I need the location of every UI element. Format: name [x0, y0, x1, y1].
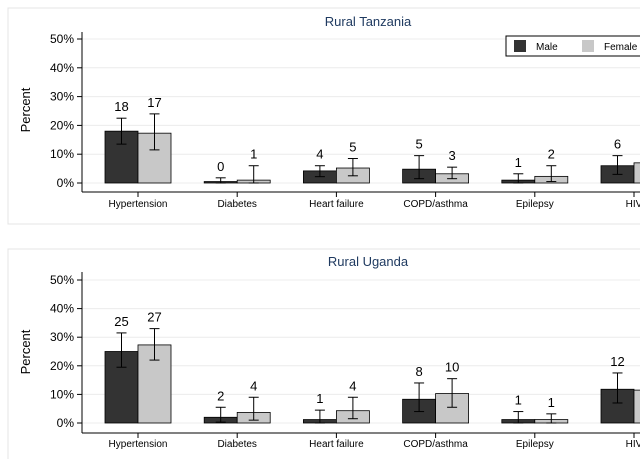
- data-label-female-diabetes: 1: [250, 147, 257, 162]
- y-axis-label: Percent: [18, 87, 33, 132]
- data-label-male-copd-asthma: 5: [415, 137, 422, 152]
- data-label-female-copd-asthma: 10: [445, 360, 459, 375]
- x-tick-label: COPD/asthma: [403, 439, 468, 450]
- x-tick-label: HIV: [626, 199, 640, 210]
- data-label-male-diabetes: 2: [217, 388, 224, 403]
- data-label-male-heart-failure: 4: [316, 147, 323, 162]
- y-tick-label: 50%: [50, 273, 74, 287]
- y-tick-label: 40%: [50, 61, 74, 75]
- data-label-male-hiv: 6: [614, 137, 621, 152]
- x-tick-label: Hypertension: [109, 439, 168, 450]
- x-tick-label: Diabetes: [217, 439, 256, 450]
- data-label-male-epilepsy: 1: [515, 393, 522, 408]
- data-label-male-heart-failure: 1: [316, 391, 323, 406]
- y-tick-label: 20%: [50, 359, 74, 373]
- y-tick-label: 0%: [57, 176, 75, 190]
- data-label-female-copd-asthma: 3: [448, 148, 455, 163]
- y-tick-label: 10%: [50, 387, 74, 401]
- y-axis-label: Percent: [18, 329, 33, 374]
- y-tick-label: 50%: [50, 32, 74, 46]
- y-tick-label: 40%: [50, 302, 74, 316]
- y-tick-label: 10%: [50, 147, 74, 161]
- x-tick-label: Epilepsy: [516, 439, 554, 450]
- legend-box: [505, 35, 640, 57]
- data-label-female-hypertension: 17: [147, 95, 161, 110]
- chart-title: Rural Uganda: [328, 254, 409, 269]
- x-tick-label: Hypertension: [109, 199, 168, 210]
- data-label-female-epilepsy: 2: [548, 147, 555, 162]
- data-label-male-hypertension: 25: [114, 314, 128, 329]
- bar-male-hypertension: [104, 130, 139, 184]
- chart-title: Rural Tanzania: [325, 14, 412, 29]
- data-label-female-heart-failure: 4: [349, 378, 356, 393]
- y-tick-label: 0%: [57, 416, 75, 430]
- bar-female-hiv: [633, 389, 640, 424]
- data-label-male-epilepsy: 1: [515, 155, 522, 170]
- x-tick-label: Heart failure: [309, 439, 364, 450]
- x-tick-label: Heart failure: [309, 199, 364, 210]
- y-tick-label: 30%: [50, 90, 74, 104]
- legend: Male Female: [505, 35, 640, 57]
- data-label-female-epilepsy: 1: [548, 395, 555, 410]
- y-tick-label: 30%: [50, 330, 74, 344]
- data-label-male-copd-asthma: 8: [415, 364, 422, 379]
- x-tick-label: HIV: [626, 439, 640, 450]
- x-tick-label: Diabetes: [217, 199, 256, 210]
- bar-female-hiv: [633, 162, 640, 184]
- legend-swatch-male: [514, 40, 526, 52]
- data-label-male-diabetes: 0: [217, 159, 224, 174]
- data-label-male-hiv: 12: [610, 354, 624, 369]
- x-tick-label: Epilepsy: [516, 199, 554, 210]
- data-label-female-heart-failure: 5: [349, 140, 356, 155]
- legend-swatch-female: [582, 40, 594, 52]
- legend-label-female: Female: [604, 42, 638, 53]
- panel-rural-tanzania: Rural Tanzania Percent 0% 10% 20% 30% 40% 50%…: [7, 7, 640, 225]
- x-tick-label: COPD/asthma: [403, 199, 468, 210]
- data-label-female-diabetes: 4: [250, 378, 257, 393]
- legend-label-male: Male: [536, 42, 558, 53]
- data-label-female-hypertension: 27: [147, 310, 161, 325]
- panel-rural-uganda: Rural Uganda Percent 0% 10% 20% 30% 40% 50% 2…: [7, 248, 640, 459]
- y-tick-label: 20%: [50, 118, 74, 132]
- data-label-male-hypertension: 18: [114, 99, 128, 114]
